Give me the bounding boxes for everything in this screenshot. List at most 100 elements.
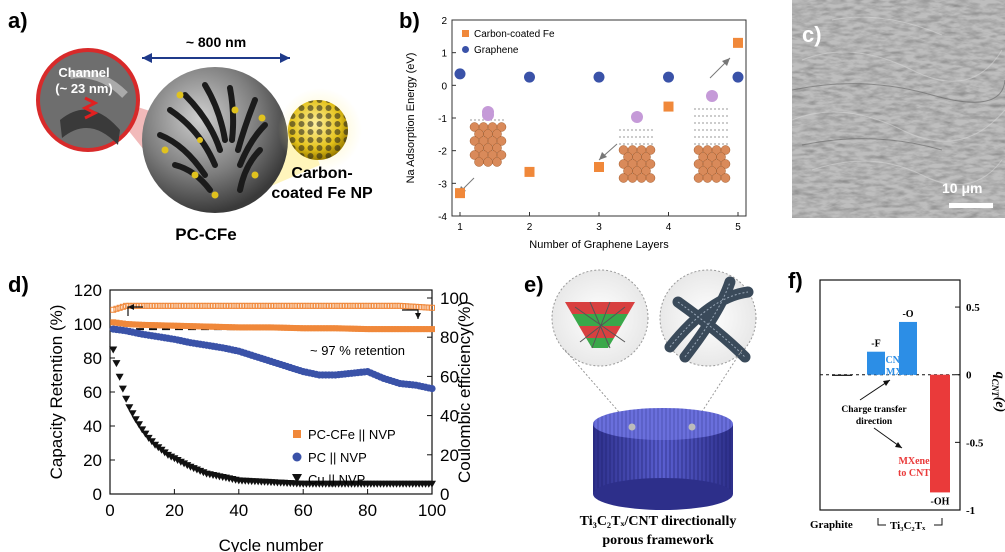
d-point-pccfe xyxy=(177,322,184,329)
d-point-pccfe xyxy=(316,325,323,332)
capacity-retention-chart: 0 20 40 60 80 100 120 0 20 40 60 80 100 0 20 40 60 80 10… xyxy=(47,281,474,552)
b-point-graphene xyxy=(454,68,466,80)
d-point-pccfe xyxy=(390,326,397,333)
d-point-pccfe xyxy=(280,324,287,331)
d-point-pccfe xyxy=(171,322,178,329)
d-point-cu xyxy=(125,404,134,412)
panel-b-label: b) xyxy=(399,8,420,33)
charge-transfer-2: direction xyxy=(856,417,893,427)
d-point-ce xyxy=(306,302,313,309)
panel-d: d) 0 20 40 60 80 100 120 0 20 40 60 80 100 0 20 40 60 8… xyxy=(0,262,480,552)
b-ytick-label: 1 xyxy=(441,49,447,60)
b-ytick-label: -3 xyxy=(438,179,447,190)
d-point-pccfe xyxy=(164,322,171,329)
d-point-pccfe xyxy=(403,326,410,333)
d-ytick-label: 60 xyxy=(83,383,102,402)
mxene-to-cnt-2: to CNT xyxy=(898,468,930,479)
d-point-pccfe xyxy=(129,321,136,328)
d-point-pccfe xyxy=(406,326,413,333)
d-point-ce xyxy=(113,305,120,312)
panel-a-label: a) xyxy=(8,8,28,33)
fe-cluster xyxy=(469,109,507,167)
d-point-ce xyxy=(377,302,384,309)
d-point-pccfe xyxy=(361,326,368,333)
d-point-ce xyxy=(239,302,246,309)
d-point-pccfe xyxy=(222,324,229,331)
d-point-ce xyxy=(268,302,274,309)
b-point-graphene xyxy=(524,71,535,83)
d-point-ce xyxy=(255,302,262,309)
d-point-pccfe xyxy=(354,325,361,332)
panel-e-label: e) xyxy=(524,272,544,297)
f-bar xyxy=(899,321,917,375)
d-point-pccfe xyxy=(239,324,246,331)
panel-f: f) -1 -0.5 0 0.5 -F -O -OH CNT to MXene Charg… xyxy=(782,262,1005,552)
d-point-ce xyxy=(280,302,287,309)
channel-marker xyxy=(81,96,99,120)
d-point-pccfe xyxy=(412,326,419,333)
b-ytick-label: -2 xyxy=(438,147,447,158)
chart-d-xlabel: Cycle number xyxy=(219,536,324,552)
d-point-pccfe xyxy=(293,325,300,332)
d-point-pccfe xyxy=(264,324,271,331)
d-point-ce xyxy=(287,302,294,309)
d-point-pccfe xyxy=(213,323,220,330)
f-bar-label: -OH xyxy=(931,496,950,507)
d-point-pccfe xyxy=(248,324,255,331)
d-point-pccfe xyxy=(319,325,326,332)
d-point-ce xyxy=(406,303,413,310)
d-point-ce xyxy=(422,304,429,311)
d-y2tick-label: 0 xyxy=(440,485,449,504)
d-point-pccfe xyxy=(345,325,352,332)
d-point-pccfe xyxy=(342,325,349,332)
d-point-ce xyxy=(374,302,381,309)
b-point-graphene xyxy=(593,71,605,83)
channel-title: Channel xyxy=(58,65,109,80)
d-point-pccfe xyxy=(193,323,200,330)
d-point-ce xyxy=(390,302,397,309)
d-point-pccfe xyxy=(181,322,188,329)
d-point-ce xyxy=(316,302,323,309)
d-point-ce xyxy=(290,302,297,309)
panel-b: b) -4 -3 -2 -1 0 1 2 1 2 3 4 5 Carbon-coated Fe Gr… xyxy=(392,0,782,262)
d-point-ce xyxy=(187,302,194,309)
d-point-ce xyxy=(203,302,210,309)
d-point-ce xyxy=(387,302,394,309)
mxene-layers xyxy=(565,301,635,349)
charge-transfer-chart: -1 -0.5 0 0.5 -F -O -OH CNT to MXene Charge t… xyxy=(810,279,1005,532)
d-point-pccfe xyxy=(184,323,191,330)
b-ytick-label: 2 xyxy=(441,16,447,27)
b-ytick-label: -4 xyxy=(438,212,447,223)
framework-caption-2: porous framework xyxy=(602,533,714,548)
chart-f-frame xyxy=(819,279,961,511)
d-point-pccfe xyxy=(203,323,210,330)
d-point-ce xyxy=(367,302,374,309)
d-point-ce xyxy=(171,302,178,309)
framework-caption-1: Ti₃C₂Tₓ/CNT directionally xyxy=(580,514,737,529)
d-xtick-label: 0 xyxy=(105,501,114,520)
d-point-ce xyxy=(148,302,155,309)
d-point-pccfe xyxy=(303,325,310,332)
d-point-ce xyxy=(258,302,265,309)
d-point-ce xyxy=(400,303,407,310)
d-y2tick-label: 40 xyxy=(440,407,459,426)
d-point-ce xyxy=(351,302,358,309)
d-point-pccfe xyxy=(306,325,313,332)
panel-d-label: d) xyxy=(8,272,29,297)
mxene-to-cnt-1: MXene xyxy=(898,456,930,467)
b-point-carbon xyxy=(455,188,465,199)
adsorption-energy-chart: -4 -3 -2 -1 0 1 2 1 2 3 4 5 Carbon-coated Fe Graph… xyxy=(405,16,747,251)
d-point-ce xyxy=(364,302,371,309)
d-point-pccfe xyxy=(110,319,117,326)
d-y2tick-label: 100 xyxy=(440,289,468,308)
d-point-ce xyxy=(193,302,200,309)
d-point-ce xyxy=(371,302,378,309)
legend-cu-marker xyxy=(292,474,302,483)
d-ytick-label: 20 xyxy=(83,451,102,470)
d-point-pccfe xyxy=(226,324,233,331)
d-point-ce xyxy=(222,302,229,309)
embedded-nps xyxy=(161,91,266,199)
f-bar xyxy=(930,374,950,493)
d-point-pccfe xyxy=(271,324,278,331)
d-point-ce xyxy=(152,302,159,309)
